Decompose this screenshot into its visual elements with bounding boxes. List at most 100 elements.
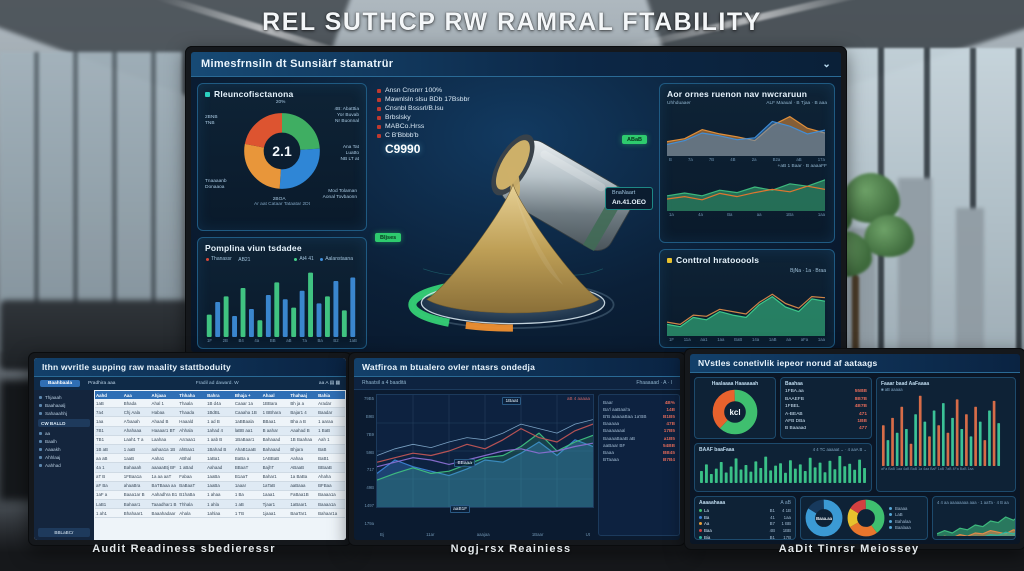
tag-value: An.41.OEO bbox=[612, 198, 646, 206]
table-row[interactable]: aa aB 1aaB Aaha1 ABhal 1aBa1 BaBa a 1ABBaB Aaha… bbox=[95, 453, 345, 464]
chevron-down-icon[interactable]: ⌄ bbox=[822, 58, 831, 70]
tall-bars-card: Faaar baad AaFaaaa ■ aB aaaaa aFa BaB 1a… bbox=[876, 377, 1016, 492]
spec-value: C9990 bbox=[385, 142, 421, 156]
trend-legend[interactable]: ALF Maaual · B Tjaa · B aaa bbox=[766, 101, 827, 106]
toolbar-label: Pradhira aaa bbox=[88, 381, 116, 386]
left-monitor-title: Ithn wvritle supping raw maality stattbo… bbox=[34, 358, 346, 377]
metric-row: A-BEAB 471 bbox=[785, 411, 867, 417]
x-tick-label: aB bbox=[796, 157, 802, 162]
x-tick-label: 4B bbox=[730, 157, 736, 162]
sidebar-item[interactable]: Sahaaahhj bbox=[38, 409, 90, 417]
x-tick-label: 4a bbox=[698, 212, 703, 217]
table-row[interactable]: 4a 1 Bahaaah aaaaaBtj BF 1 aBad Aahaad BBaaT B… bbox=[95, 462, 345, 473]
table-row[interactable]: 1aB Bhada Ahal 1 Thaala 1B d4a Caaar 1a 1BBara… bbox=[95, 399, 345, 409]
column-header[interactable]: Aahd bbox=[95, 391, 123, 399]
toolbar-actions[interactable]: aa A ▤ ▦ bbox=[318, 381, 340, 386]
column-header[interactable]: Aaa bbox=[122, 391, 151, 399]
stacked-area-chart bbox=[937, 516, 1015, 536]
x-tick-label: BaB bbox=[734, 337, 743, 342]
scene-title: REL SUTHCP RW RAMRAL FTABILITY bbox=[262, 8, 762, 36]
right-monitor: NVstles conetivlik iepeor norud af aataa… bbox=[684, 348, 1024, 550]
legend-label[interactable]: At4 41 bbox=[299, 256, 314, 262]
compliance-bar-chart bbox=[206, 272, 356, 337]
legend-entry: Ba'l aaBaal'a 14B bbox=[603, 407, 675, 413]
series-dot bbox=[699, 522, 702, 526]
toolbar-center-label: Fradil ad daward. W bbox=[195, 381, 239, 386]
sidebar-subitem[interactable]: Aaaakh bbox=[38, 445, 90, 453]
band-bars-card: BAAF baaFaaa 4 4 TC aaaaat ⌄ · 4 aaA B ⌄ bbox=[694, 443, 872, 492]
legend-entry: Baar 4B% bbox=[603, 400, 675, 406]
caption-right: AaDit Tinrsr Meiossey bbox=[778, 543, 920, 555]
table-row[interactable]: LaB1 Bahaar1 Taaadhar1 B Thhala 1 ahla 1 aB Tj… bbox=[95, 499, 345, 510]
band-filters[interactable]: 4 4 TC aaaaat ⌄ · 4 aaA B ⌄ bbox=[812, 447, 867, 452]
legend-entry: Baaaaa 47B bbox=[603, 421, 675, 427]
toolbar: Baahbaala Pradhira aaa Fradil ad daward.… bbox=[34, 377, 346, 390]
status-badge: ABaB bbox=[622, 135, 647, 144]
risk-donut-panel: Rleuncofisctanona 2.1 20% 2BNB TNB 4B: A… bbox=[197, 83, 367, 231]
sidebar-subitem[interactable]: aa bbox=[38, 429, 90, 437]
column-header[interactable]: Thhaha bbox=[178, 391, 207, 399]
legend-entry: aaBaar BF 54BB bbox=[603, 442, 675, 448]
column-header[interactable]: Ahaal bbox=[261, 391, 290, 399]
donut-callout: Ana Tat Luatto NB LT at bbox=[340, 145, 360, 163]
table-row[interactable]: 1aF a Baaa1ar B Aahadhra B1 B1haBa 1 ahaa 1 B… bbox=[95, 490, 345, 501]
toolbar-right-label[interactable]: Fhaaaaad · A · I bbox=[636, 380, 672, 386]
table-row[interactable]: 1B aB 1 aaB aahaa1a 1B ahBaa1 1Bahad B AhaB1a… bbox=[95, 444, 345, 455]
table-row[interactable]: 7a4 Chj Aala Habaa Thaada 1BdBL Caaaha 1B 1 BB… bbox=[95, 407, 345, 418]
control-legend[interactable]: BjNa · 1a · Braa bbox=[790, 268, 826, 274]
metrics-list-card: Baahaa 1FBA.aa 55BB BAAEFB 8B7B 1FBEL 4B7B A-B… bbox=[780, 377, 872, 439]
main-monitor: Mimesfrnsiln dt Sunsiärf stamatrür ⌄ Rle… bbox=[185, 46, 847, 358]
donut-legend-item: LaB bbox=[889, 512, 911, 517]
y-tick-label: 179a bbox=[364, 520, 374, 526]
warning-icon bbox=[667, 257, 672, 263]
kpi-center-label: kcl bbox=[729, 407, 741, 417]
table-row[interactable]: aT B 1FBaa1a 1a aa aaT Fabaa 1aaBa B1aaT Bahar… bbox=[95, 472, 345, 482]
y-tick-label: 1497 bbox=[364, 503, 374, 509]
middle-monitor-title: Watfiroa m btualero ovler ntasrs ondedja bbox=[354, 358, 680, 377]
x-tick-label: 1aa bbox=[817, 337, 825, 342]
column-header[interactable]: Thahaaj bbox=[289, 391, 318, 399]
table-row[interactable]: aF Ba ahaaBra BaTBaaa aa BaBaaT 1aaBa 1aaar 1a… bbox=[95, 481, 345, 491]
data-table-container: Aahd Aaa Ahjaaa Thhaha Bahra Bhaja + Ahaal Thah… bbox=[94, 390, 346, 540]
dot-table-row: Aa B7 1 BB bbox=[699, 521, 791, 526]
legend-label[interactable]: Aalanstaana bbox=[325, 256, 353, 262]
sidebar-section-header[interactable]: CW BALLD bbox=[38, 419, 90, 427]
column-header[interactable]: Ahjaaa bbox=[150, 391, 179, 399]
sidebar-subitem[interactable]: Aahhad bbox=[38, 461, 90, 469]
toolbar-left-label[interactable]: Rhaatsil a 4 baaditá bbox=[362, 380, 407, 386]
legend-dot bbox=[294, 257, 298, 261]
risk-donut-chart bbox=[244, 113, 320, 189]
legend-label[interactable]: Thanassr bbox=[211, 256, 232, 262]
donut-callout: Tnaaaanb Donaaoa bbox=[205, 178, 227, 190]
table-row[interactable]: 1 ah1 Bhahaar1 Baaahadaar Ahala 1ahlaa 1 TB 1j… bbox=[95, 508, 345, 519]
sidebar-subitem[interactable]: Ahhlaaj bbox=[38, 453, 90, 461]
x-tick-label: 2a bbox=[751, 157, 757, 162]
table-row[interactable]: 1aa A'baaah Ahaad B Haaald 1 ad B 1aBBaala BBa… bbox=[95, 416, 345, 427]
table-row[interactable]: 7B1 Ahahaaa Haaaar1 BT Ahhala 1ahad 4 laBB aa… bbox=[95, 426, 345, 436]
dashboard-header: Mimesfrnsiln dt Sunsiärf stamatrür ⌄ bbox=[191, 52, 841, 77]
column-header[interactable]: Bahra bbox=[206, 391, 234, 399]
mini-table-card: Aaaaahaaa A aB La B1 4 1B Ba 41 1aa Aa B7 1 BB Ba… bbox=[694, 496, 796, 540]
stacked-area-card: 4 4 aa aaaaaaaa aaa · 1 aaTa · 4 B aa bbox=[932, 496, 1016, 540]
column-header[interactable]: Bahia bbox=[317, 391, 345, 399]
donut-callout: 2BOA bbox=[272, 196, 286, 202]
table-row[interactable]: TB1 Laah1 T a Laahaa Aa'aaa1 1 aab B 1BaBaar1… bbox=[95, 435, 345, 445]
trend-legend-2[interactable]: +aB 1 Baar · B aaaaFF bbox=[777, 164, 827, 169]
risk-panel-title: Rleuncofisctanona bbox=[214, 89, 294, 99]
analytics-chart-app: Watfiroa m btualero ovler ntasrs ondedja… bbox=[354, 358, 680, 540]
spec-item: Mawnlsln slsu BDb 17Bsbbr bbox=[377, 96, 551, 103]
x-tick-label: 1aB bbox=[349, 337, 357, 343]
x-tick-label: Ba bbox=[727, 212, 733, 217]
chart-top-legend: aB 4 aaaaa bbox=[566, 396, 590, 401]
x-tick-label: B2 bbox=[333, 337, 339, 343]
sidebar-item[interactable]: Thjaaah bbox=[38, 393, 90, 401]
sidebar-subitem[interactable]: Baalh bbox=[38, 437, 90, 445]
x-tick-label: aa1 bbox=[700, 337, 708, 342]
sidebar-item[interactable]: Baahaaalj bbox=[38, 401, 90, 409]
legend-label[interactable]: AB21 bbox=[238, 256, 251, 263]
multiline-plot: aB 4 aaaaa 1Baat BBaaa aaB1F Bj 11ar aaaja… bbox=[376, 394, 594, 537]
toolbar-tab[interactable]: Baahbaala bbox=[40, 380, 80, 387]
y-tick-label: 79B5 bbox=[363, 396, 374, 401]
sidebar-bottom-button[interactable]: BBLaBCr bbox=[38, 528, 90, 537]
column-header[interactable]: Bhaja + bbox=[233, 391, 262, 399]
